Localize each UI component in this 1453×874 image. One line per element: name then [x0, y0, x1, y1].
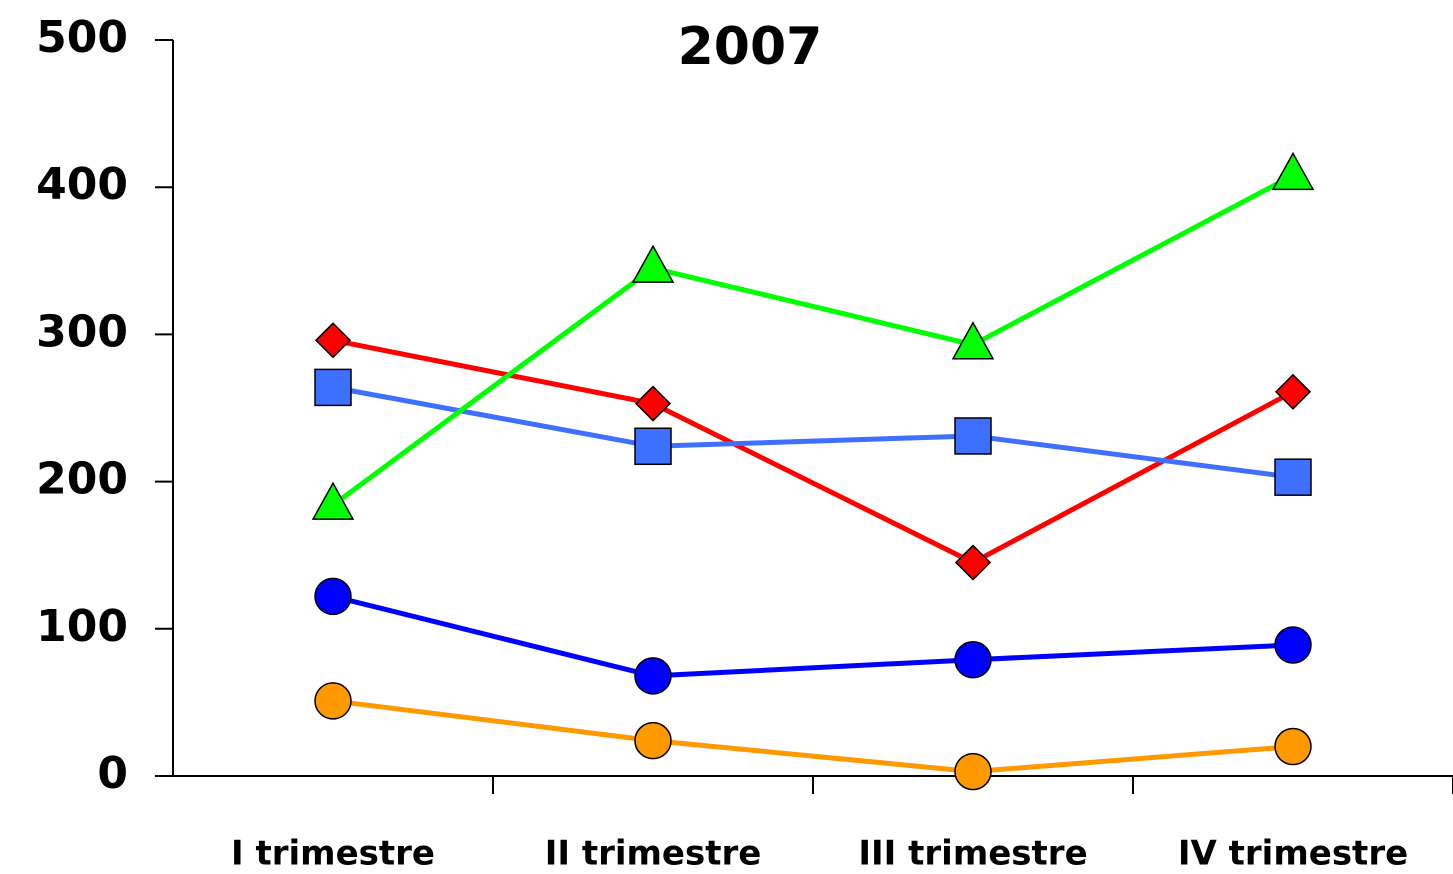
marker: [634, 385, 672, 422]
series-line: [332, 593, 1294, 679]
marker: [1274, 727, 1312, 766]
marker: [634, 427, 672, 466]
marker: [1274, 458, 1312, 496]
marker: [1274, 626, 1312, 664]
marker: [314, 368, 352, 407]
series-line: [332, 337, 1295, 566]
y-tick-label: 400: [36, 159, 128, 210]
marker: [314, 577, 352, 616]
x-tick-label: IV trimestre: [1178, 834, 1408, 874]
marker: [1271, 151, 1315, 191]
marker: [314, 322, 352, 359]
marker: [311, 481, 355, 520]
x-tick-label: I trimestre: [231, 834, 435, 874]
marker: [314, 682, 352, 720]
marker: [954, 544, 992, 581]
x-tick-label: II trimestre: [545, 834, 762, 874]
series-line: [332, 384, 1294, 480]
marker: [1274, 373, 1312, 410]
marker: [954, 640, 992, 679]
y-tick-label: 300: [36, 306, 128, 357]
y-tick-label: 200: [36, 454, 128, 505]
marker: [954, 417, 992, 455]
marker: [951, 321, 995, 360]
marker: [954, 752, 992, 791]
chart-title: 2007: [678, 17, 823, 77]
marker: [631, 244, 675, 283]
y-tick-label: 500: [36, 12, 128, 63]
series-line: [332, 698, 1294, 775]
series-line: [331, 173, 1295, 508]
y-tick-label: 0: [97, 748, 128, 799]
marker: [634, 721, 672, 760]
marker: [634, 657, 672, 695]
y-tick-label: 100: [36, 601, 128, 652]
x-tick-label: III trimestre: [858, 834, 1087, 874]
